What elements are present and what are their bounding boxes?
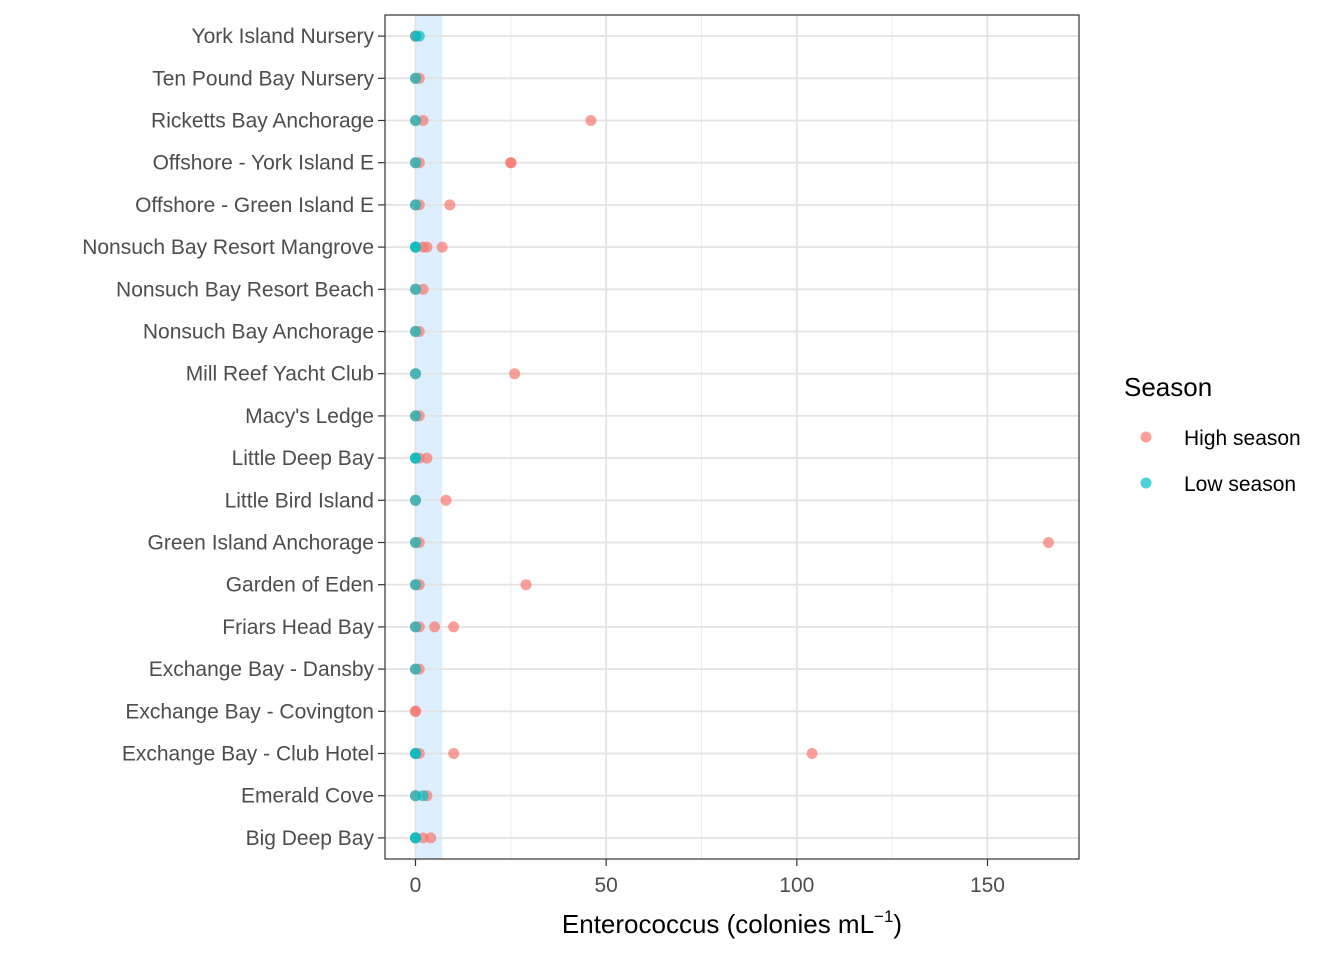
point-high-season <box>429 621 441 633</box>
y-tick-label-macy-s-ledge: Macy's Ledge <box>245 405 374 428</box>
point-low-season <box>410 410 422 422</box>
y-tick-label-exchange-bay-club-hotel: Exchange Bay - Club Hotel <box>122 743 374 766</box>
point-high-season <box>1042 537 1054 548</box>
y-tick-label-nonsuch-bay-resort-beach: Nonsuch Bay Resort Beach <box>116 278 374 301</box>
legend-key-high-season <box>1140 431 1152 443</box>
y-tick-label-nonsuch-bay-anchorage: Nonsuch Bay Anchorage <box>143 321 374 344</box>
point-high-season <box>417 832 429 844</box>
point-high-season <box>436 241 448 253</box>
point-high-season <box>448 748 460 759</box>
point-low-season <box>410 115 422 126</box>
point-high-season <box>509 368 521 380</box>
y-tick-label-ricketts-bay-anchorage: Ricketts Bay Anchorage <box>151 110 374 133</box>
legend-label-high-season: High season <box>1184 427 1301 450</box>
y-gridlines <box>385 35 1079 839</box>
data-points <box>410 30 1054 844</box>
legend: Season High season Low season <box>1124 372 1301 496</box>
y-tick-label-ten-pound-bay-nursery: Ten Pound Bay Nursery <box>152 67 374 90</box>
point-high-season <box>417 283 429 295</box>
y-tick-label-emerald-cove: Emerald Cove <box>241 785 374 808</box>
point-low-season <box>410 452 422 464</box>
y-tick-label-mill-reef-yacht-club: Mill Reef Yacht Club <box>186 363 374 386</box>
point-high-season <box>417 115 429 126</box>
point-low-season <box>410 748 422 759</box>
point-low-season <box>410 494 422 506</box>
point-high-season <box>421 241 433 253</box>
point-low-season <box>410 621 422 633</box>
x-axis-label-superscript: −1 <box>874 907 893 926</box>
point-high-season <box>440 494 452 506</box>
y-tick-label-big-deep-bay: Big Deep Bay <box>246 827 375 850</box>
point-low-season <box>417 790 429 802</box>
legend-title: Season <box>1124 372 1212 402</box>
x-gridlines <box>414 15 989 859</box>
y-tick-label-garden-of-eden: Garden of Eden <box>226 574 374 597</box>
point-high-season <box>425 832 437 844</box>
x-tick-label: 50 <box>594 874 617 897</box>
y-tick-label-york-island-nursery: York Island Nursery <box>192 25 375 48</box>
point-low-season <box>410 579 422 591</box>
point-high-season <box>444 199 456 211</box>
point-low-season <box>410 326 422 337</box>
y-tick-label-green-island-anchorage: Green Island Anchorage <box>148 532 375 555</box>
y-tick-label-exchange-bay-covington: Exchange Bay - Covington <box>125 700 374 723</box>
y-tick-label-little-deep-bay: Little Deep Bay <box>232 447 375 470</box>
point-low-season <box>410 663 422 675</box>
point-low-season <box>413 30 425 42</box>
point-high-season <box>421 452 433 464</box>
y-tick-label-offshore-york-island-e: Offshore - York Island E <box>153 152 374 175</box>
point-low-season <box>410 832 422 844</box>
plot-border <box>384 14 1080 860</box>
y-tick-label-friars-head-bay: Friars Head Bay <box>222 616 374 639</box>
point-low-season <box>410 72 422 84</box>
point-high-season <box>585 115 597 126</box>
y-tick-label-exchange-bay-dansby: Exchange Bay - Dansby <box>149 658 375 681</box>
y-tick-label-little-bird-island: Little Bird Island <box>225 489 374 512</box>
point-low-season <box>410 537 422 548</box>
legend-key-low-season <box>1140 477 1152 489</box>
point-low-season <box>410 199 422 211</box>
x-axis: 0 50 100 150 <box>410 859 1005 897</box>
point-high-season <box>806 748 818 759</box>
point-low-season <box>410 241 422 253</box>
point-low-season <box>410 283 422 295</box>
x-tick-label: 0 <box>410 874 422 897</box>
point-high-season <box>448 621 460 633</box>
point-low-season <box>410 157 422 169</box>
point-high-season <box>410 705 422 717</box>
threshold-band <box>415 15 443 859</box>
legend-label-low-season: Low season <box>1184 473 1296 496</box>
x-tick-label: 150 <box>970 874 1005 897</box>
y-tick-label-offshore-green-island-e: Offshore - Green Island E <box>135 194 374 217</box>
x-tick-label: 100 <box>779 874 814 897</box>
plot-background <box>385 15 1079 859</box>
x-axis-label: Enterococcus (colonies mL−1) <box>562 907 902 939</box>
point-high-season <box>505 157 517 169</box>
y-tick-label-nonsuch-bay-resort-mangrove: Nonsuch Bay Resort Mangrove <box>82 236 374 259</box>
point-low-season <box>410 368 422 380</box>
point-high-season <box>520 579 532 591</box>
y-axis: York Island Nursery Ten Pound Bay Nursery… <box>82 25 385 850</box>
point-low-season <box>410 790 422 802</box>
